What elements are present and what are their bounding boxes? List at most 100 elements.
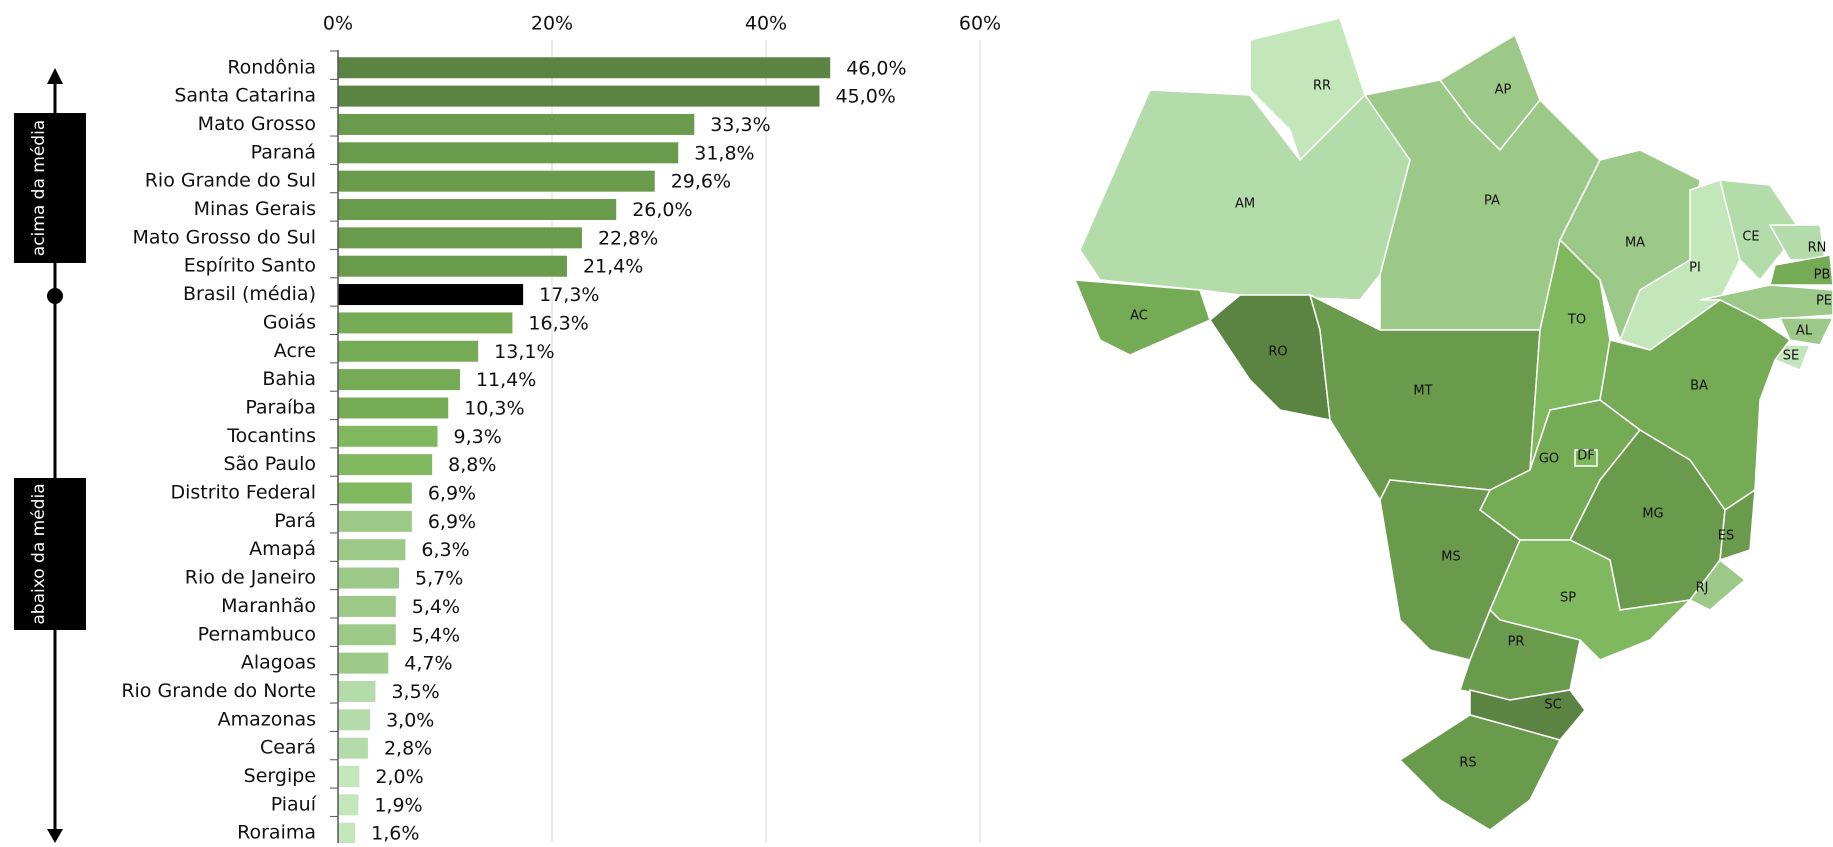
value-label: 26,0% <box>632 199 692 221</box>
state-label: PE <box>1816 294 1832 309</box>
state-label: PR <box>1508 635 1525 650</box>
state <box>1073 279 1211 356</box>
bar <box>338 510 412 532</box>
state-label: MA <box>1625 236 1645 251</box>
y-tick-label: Ceará <box>260 737 316 759</box>
bar <box>338 539 406 561</box>
y-tick-label: Piauí <box>271 793 317 815</box>
below-box <box>14 478 86 630</box>
bar <box>338 312 513 334</box>
bar <box>338 737 368 759</box>
arrow-up <box>47 68 63 84</box>
bar <box>338 709 371 731</box>
value-label: 3,0% <box>386 709 434 731</box>
value-label: 5,4% <box>412 624 460 646</box>
bar <box>338 794 359 816</box>
state-label: RR <box>1313 79 1331 94</box>
bar <box>338 199 617 221</box>
value-label: 9,3% <box>454 426 502 448</box>
state-label: RS <box>1459 756 1476 771</box>
state-label: PA <box>1484 194 1500 209</box>
bar <box>338 567 399 589</box>
bar <box>338 255 567 277</box>
y-tick-label: Mato Grosso <box>198 113 316 135</box>
value-label: 2,8% <box>384 738 432 760</box>
above-label: acima da média <box>29 119 49 257</box>
bar <box>338 595 396 617</box>
bar <box>338 680 376 702</box>
y-tick-label: Goiás <box>263 311 316 333</box>
below-label-box: abaixo da média <box>29 483 49 625</box>
bar <box>338 284 524 306</box>
bar <box>338 822 356 844</box>
value-label: 31,8% <box>694 142 754 164</box>
below-label: abaixo da média <box>29 483 49 625</box>
bar <box>338 142 679 164</box>
state-label: RJ <box>1696 581 1709 596</box>
value-label: 5,7% <box>415 568 463 590</box>
x-tick-label: 40% <box>745 13 787 35</box>
value-label: 10,3% <box>464 397 524 419</box>
value-label: 33,3% <box>710 114 770 136</box>
bar <box>338 652 389 674</box>
state-label: ES <box>1718 529 1734 544</box>
state-label: AP <box>1495 83 1512 98</box>
state-label: RN <box>1808 241 1827 256</box>
value-label: 29,6% <box>671 171 731 193</box>
y-tick-label: Pernambuco <box>198 623 316 645</box>
state <box>1719 488 1756 562</box>
value-label: 6,9% <box>428 483 476 505</box>
value-label: 8,8% <box>448 454 496 476</box>
y-tick-label: Rio Grande do Norte <box>121 680 316 702</box>
state-label: RO <box>1268 345 1287 360</box>
value-label: 11,4% <box>476 369 536 391</box>
above-box <box>14 113 86 263</box>
bar <box>338 170 655 192</box>
state-label: TO <box>1567 313 1586 328</box>
y-tick-label: Santa Catarina <box>174 85 316 107</box>
state-label: AM <box>1235 197 1255 212</box>
state-label: PI <box>1689 261 1701 276</box>
arrow-down <box>47 829 63 843</box>
state <box>1459 608 1581 701</box>
value-label: 17,3% <box>539 284 599 306</box>
y-tick-label: Tocantins <box>226 425 316 447</box>
value-label: 45,0% <box>836 86 896 108</box>
state-label: MG <box>1642 507 1663 522</box>
state-label: AL <box>1796 324 1813 339</box>
bar <box>338 482 412 504</box>
bar <box>338 766 360 788</box>
state-label: CE <box>1742 230 1759 245</box>
y-tick-label: Minas Gerais <box>194 198 316 220</box>
bar <box>338 340 479 362</box>
x-tick-label: 20% <box>531 13 573 35</box>
value-label: 16,3% <box>528 312 588 334</box>
state-label: SP <box>1560 591 1576 606</box>
y-tick-label: Amazonas <box>218 708 316 730</box>
map: RR AP AM PA MA PI CE RN PB PE AL SE AC R… <box>1073 17 1833 831</box>
y-tick-label: Distrito Federal <box>170 482 316 504</box>
value-label: 1,6% <box>371 823 419 843</box>
y-tick-label: Alagoas <box>241 652 316 674</box>
value-label: 1,9% <box>374 794 422 816</box>
state <box>1778 317 1833 346</box>
average-dot <box>47 288 63 304</box>
value-label: 6,3% <box>421 539 469 561</box>
state-label: DF <box>1577 449 1595 464</box>
state <box>1719 179 1801 282</box>
y-tick-label: Amapá <box>249 538 316 560</box>
y-tick-label: Paraná <box>251 141 316 163</box>
value-label: 13,1% <box>494 341 554 363</box>
x-tick-label: 60% <box>959 13 1001 35</box>
y-tick-label: Bahia <box>262 368 316 390</box>
state-label: MT <box>1413 384 1432 399</box>
value-label: 3,5% <box>391 681 439 703</box>
state <box>1079 89 1411 301</box>
state-label: AC <box>1130 309 1148 324</box>
state-label: GO <box>1539 452 1559 467</box>
state-label: BA <box>1690 379 1708 394</box>
state <box>1688 558 1747 611</box>
state-label: SC <box>1544 698 1561 713</box>
bar <box>338 227 582 249</box>
bar <box>338 397 449 419</box>
